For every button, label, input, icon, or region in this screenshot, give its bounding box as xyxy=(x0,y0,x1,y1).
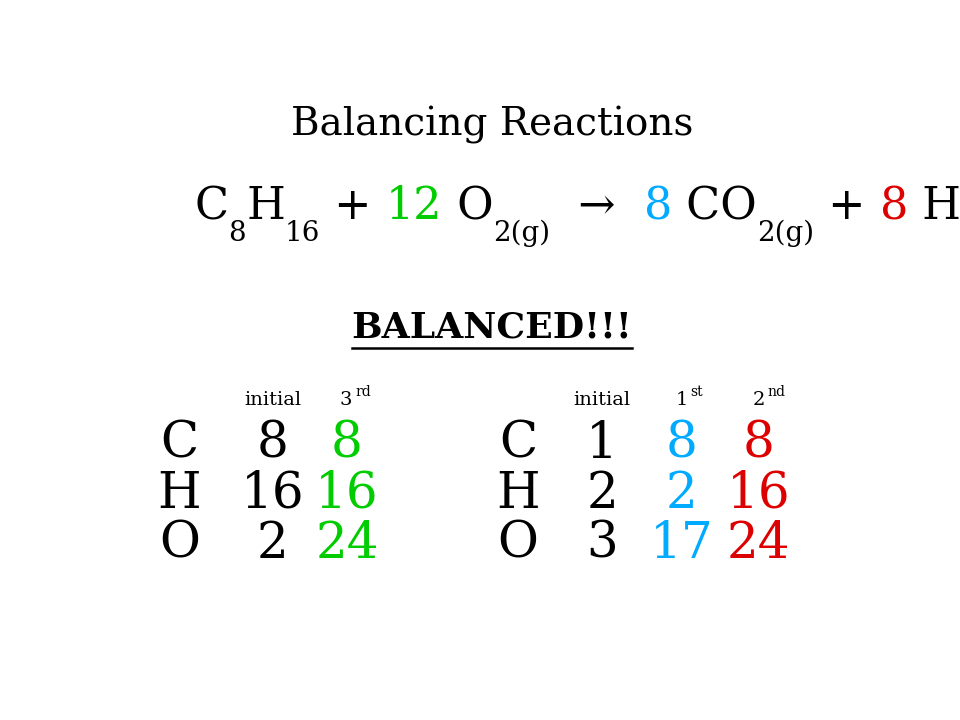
Text: →: → xyxy=(550,185,644,228)
Text: 12: 12 xyxy=(386,185,443,228)
Text: 3: 3 xyxy=(340,391,352,409)
Text: 8: 8 xyxy=(331,419,363,469)
Text: 8: 8 xyxy=(644,185,672,228)
Text: O: O xyxy=(497,519,539,569)
Text: CO: CO xyxy=(672,185,757,228)
Text: 16: 16 xyxy=(315,469,379,518)
Text: C: C xyxy=(194,185,228,228)
Text: 2: 2 xyxy=(753,391,765,409)
Text: 24: 24 xyxy=(315,519,378,569)
Text: C: C xyxy=(499,419,538,469)
Text: Balancing Reactions: Balancing Reactions xyxy=(291,107,693,144)
Text: +: + xyxy=(814,185,880,228)
Text: st: st xyxy=(690,385,704,399)
Text: O: O xyxy=(159,519,200,569)
Text: 2: 2 xyxy=(666,469,698,518)
Text: 8: 8 xyxy=(742,419,775,469)
Text: 24: 24 xyxy=(727,519,790,569)
Text: 16: 16 xyxy=(241,469,304,518)
Text: 16: 16 xyxy=(285,220,321,246)
Text: H: H xyxy=(908,185,960,228)
Text: H: H xyxy=(157,469,202,518)
Text: 16: 16 xyxy=(727,469,790,518)
Text: 8: 8 xyxy=(228,220,246,246)
Text: C: C xyxy=(160,419,199,469)
Text: 1: 1 xyxy=(676,391,688,409)
Text: O: O xyxy=(443,185,493,228)
Text: 2(g): 2(g) xyxy=(493,219,550,246)
Text: 3: 3 xyxy=(587,519,618,569)
Text: 17: 17 xyxy=(650,519,713,569)
Text: 2(g): 2(g) xyxy=(757,219,814,246)
Text: initial: initial xyxy=(573,391,631,409)
Text: 8: 8 xyxy=(666,419,698,469)
Text: 2: 2 xyxy=(256,519,288,569)
Text: 8: 8 xyxy=(880,185,908,228)
Text: H: H xyxy=(496,469,540,518)
Text: BALANCED!!!: BALANCED!!! xyxy=(351,310,633,345)
Text: 1: 1 xyxy=(587,419,618,469)
Text: initial: initial xyxy=(244,391,301,409)
Text: 8: 8 xyxy=(256,419,288,469)
Text: nd: nd xyxy=(767,385,785,399)
Text: rd: rd xyxy=(356,385,372,399)
Text: H: H xyxy=(246,185,285,228)
Text: 2: 2 xyxy=(587,469,618,518)
Text: +: + xyxy=(321,185,386,228)
